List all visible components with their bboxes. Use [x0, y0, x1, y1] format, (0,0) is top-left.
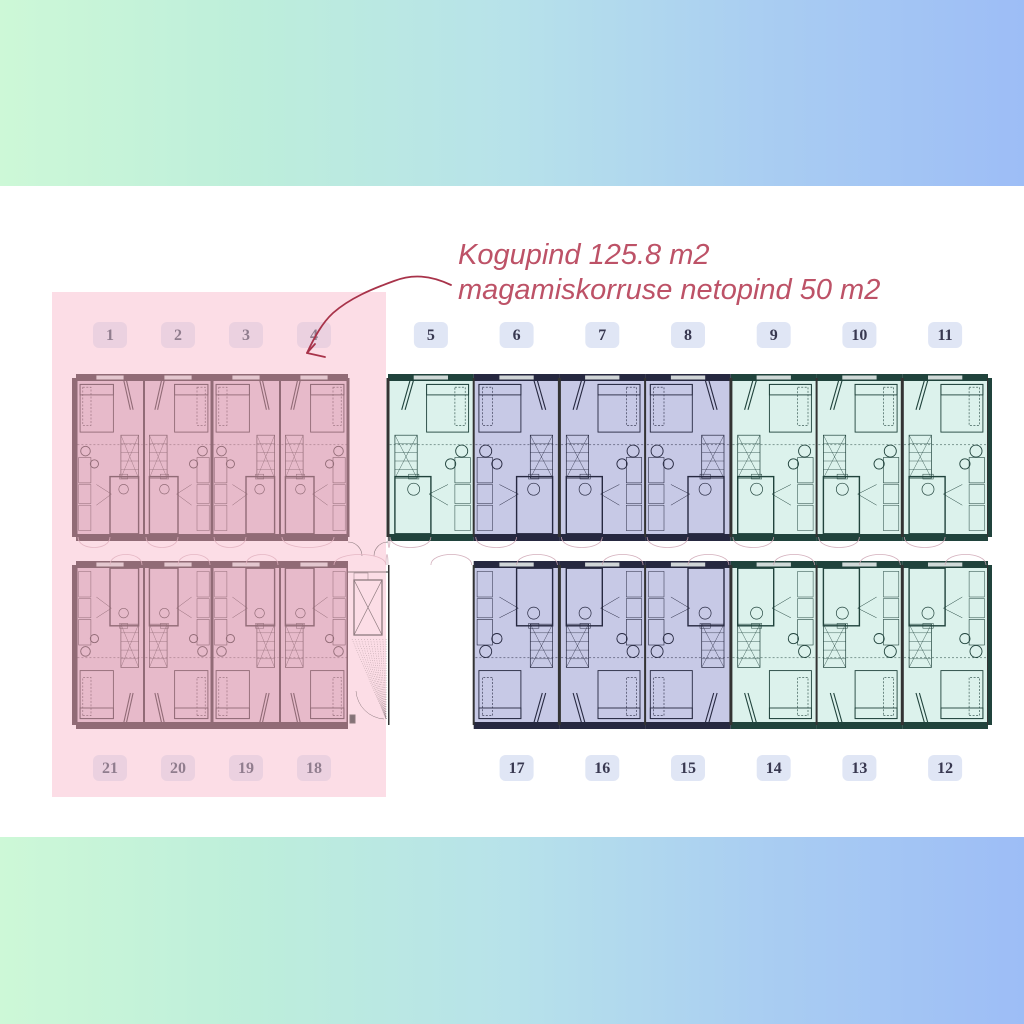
svg-text:15: 15	[680, 760, 696, 777]
svg-text:12: 12	[937, 760, 953, 777]
svg-text:magamiskorruse netopind 50 m2: magamiskorruse netopind 50 m2	[458, 274, 880, 306]
svg-text:9: 9	[770, 327, 778, 344]
svg-text:10: 10	[851, 327, 867, 344]
svg-text:17: 17	[509, 760, 525, 777]
svg-text:6: 6	[513, 327, 521, 344]
svg-text:5: 5	[427, 327, 435, 344]
svg-text:7: 7	[598, 327, 606, 344]
svg-text:11: 11	[938, 327, 953, 344]
svg-text:8: 8	[684, 327, 692, 344]
svg-text:Kogupind 125.8 m2: Kogupind 125.8 m2	[458, 239, 710, 271]
svg-text:16: 16	[594, 760, 610, 777]
svg-text:13: 13	[851, 760, 867, 777]
svg-text:14: 14	[766, 760, 782, 777]
